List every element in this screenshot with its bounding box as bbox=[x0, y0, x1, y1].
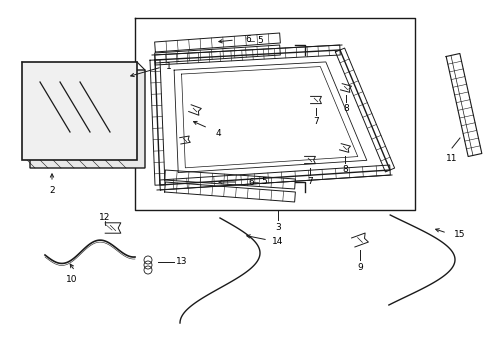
FancyBboxPatch shape bbox=[22, 62, 137, 160]
Text: 15: 15 bbox=[453, 230, 465, 239]
Text: 7: 7 bbox=[312, 117, 318, 126]
Text: 11: 11 bbox=[446, 153, 457, 162]
Text: 3: 3 bbox=[275, 222, 280, 231]
Text: 12: 12 bbox=[99, 212, 110, 221]
Text: 6: 6 bbox=[244, 35, 250, 44]
Text: 8: 8 bbox=[342, 165, 347, 174]
Text: 9: 9 bbox=[356, 264, 362, 273]
Text: 8: 8 bbox=[343, 104, 348, 113]
Text: 1: 1 bbox=[166, 62, 171, 71]
Text: 13: 13 bbox=[176, 257, 187, 266]
Text: 10: 10 bbox=[66, 274, 78, 284]
Text: 4: 4 bbox=[215, 129, 221, 138]
Text: 6: 6 bbox=[247, 177, 253, 186]
Text: 14: 14 bbox=[272, 237, 283, 246]
Text: 2: 2 bbox=[49, 185, 55, 194]
Text: 5: 5 bbox=[257, 36, 263, 45]
Text: 7: 7 bbox=[306, 176, 312, 185]
FancyBboxPatch shape bbox=[30, 70, 145, 168]
Text: 5: 5 bbox=[261, 176, 266, 185]
